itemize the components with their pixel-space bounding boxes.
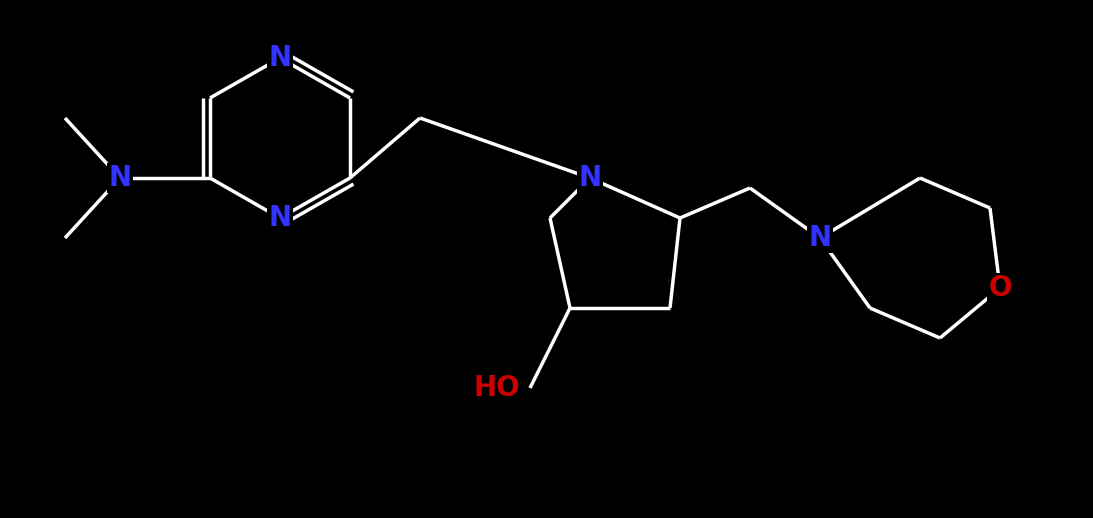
- Text: O: O: [988, 274, 1012, 302]
- Text: N: N: [269, 204, 292, 232]
- Text: HO: HO: [473, 374, 520, 402]
- Text: N: N: [809, 224, 832, 252]
- Text: N: N: [269, 44, 292, 72]
- Text: N: N: [108, 164, 131, 192]
- Text: N: N: [578, 164, 601, 192]
